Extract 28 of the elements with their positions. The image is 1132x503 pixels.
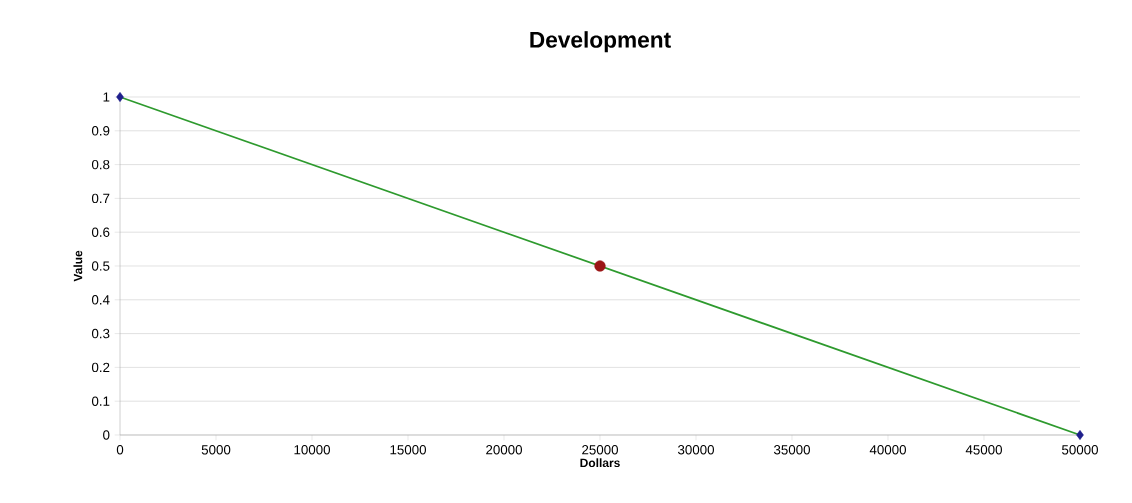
chart-title: Development bbox=[530, 31, 671, 53]
y-tick-label: 0.6 bbox=[91, 227, 110, 237]
y-tick-label: 1 bbox=[103, 92, 110, 102]
x-tick-label: 40000 bbox=[869, 445, 907, 455]
y-tick-label: 0.2 bbox=[91, 362, 110, 373]
y-tick-label: 0.8 bbox=[91, 159, 110, 170]
y-tick-label: 0.7 bbox=[91, 193, 110, 204]
x-tick-label: 10000 bbox=[294, 445, 331, 455]
point bbox=[116, 92, 124, 102]
y-axis-title: Value bbox=[73, 250, 83, 282]
point bbox=[1076, 430, 1084, 440]
y-tick-label: 0.5 bbox=[91, 261, 110, 271]
x-tick-label: 20000 bbox=[486, 445, 523, 455]
point bbox=[594, 260, 606, 272]
y-tick-label: 0.1 bbox=[91, 396, 110, 406]
x-axis-title: Dollars bbox=[580, 458, 620, 468]
x-tick-label: 50000 bbox=[1061, 445, 1098, 455]
x-tick-label: 35000 bbox=[773, 445, 811, 455]
x-tick-label: 45000 bbox=[965, 445, 1003, 455]
x-tick-label: 5000 bbox=[201, 445, 231, 455]
x-tick-label: 25000 bbox=[582, 445, 619, 455]
x-tick-label: 0 bbox=[116, 445, 124, 455]
y-tick-label: 0.4 bbox=[91, 295, 110, 305]
x-tick-label: 15000 bbox=[390, 445, 427, 455]
x-tick-label: 30000 bbox=[677, 445, 715, 455]
y-tick-label: 0.3 bbox=[91, 328, 110, 339]
y-tick-label: 0 bbox=[103, 430, 110, 440]
y-tick-label: 0.9 bbox=[91, 126, 110, 136]
